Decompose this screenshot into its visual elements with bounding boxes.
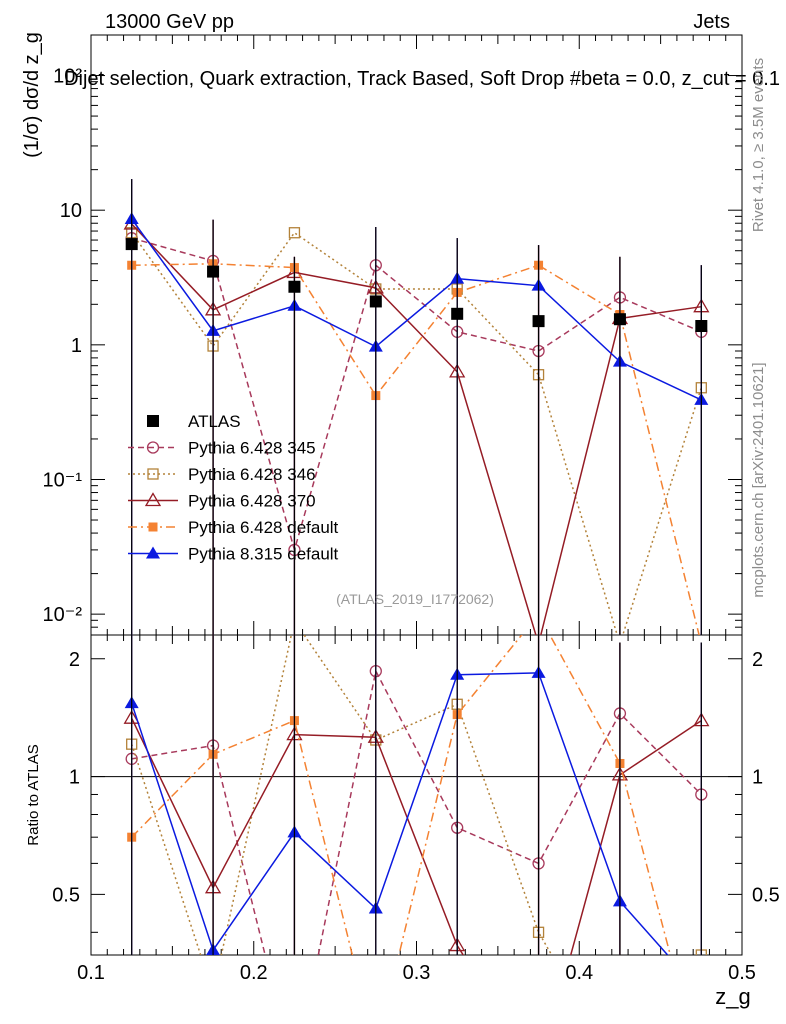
legend-label: Pythia 6.428 346 — [188, 465, 316, 484]
marker — [125, 238, 138, 251]
ratio-y-tick-label-right: 0.5 — [752, 884, 780, 906]
x-tick-label: 0.5 — [728, 962, 756, 984]
legend-item-p345: Pythia 6.428 345 — [128, 439, 316, 458]
ratio-y-tick-label: 1 — [69, 767, 80, 789]
marker — [146, 546, 160, 559]
main-y-tick-label: 1 — [71, 335, 82, 357]
energy-label: 13000 GeV pp — [105, 11, 234, 33]
legend-label: Pythia 6.428 345 — [188, 439, 316, 458]
ratio-y-axis-label: Ratio to ATLAS — [25, 744, 42, 845]
legend: ATLAS Pythia 6.428 345 Pythia 6.428 346 Pyt… — [128, 412, 339, 564]
ratio-y-tick-labels: 0.5 0.5 1 1 2 2 — [52, 649, 780, 907]
marker — [147, 468, 159, 480]
series-line — [131, 218, 702, 401]
series-line — [131, 223, 702, 635]
main-y-axis-label: (1/σ) dσ/d z_g — [21, 32, 43, 158]
category-label: Jets — [693, 11, 730, 33]
marker — [451, 307, 464, 320]
marker — [147, 415, 159, 427]
series-line — [131, 231, 703, 635]
legend-label: Pythia 8.315 default — [188, 545, 339, 564]
legend-label: Pythia 6.428 default — [188, 518, 339, 537]
x-tick-label: 0.3 — [403, 962, 431, 984]
series-line — [131, 263, 700, 635]
plot-title: Dijet selection, Quark extraction, Track… — [64, 68, 780, 90]
main-y-tick-label: 10 — [60, 200, 82, 222]
x-tick-label: 0.2 — [240, 962, 268, 984]
ratio-y-tick-label-right: 1 — [752, 767, 763, 789]
ratio-series-layer — [123, 635, 710, 955]
legend-item-atlas: ATLAS — [147, 412, 241, 431]
legend-item-p346: Pythia 6.428 346 — [128, 465, 316, 484]
legend-item-p8: Pythia 8.315 default — [128, 545, 339, 564]
marker — [613, 313, 626, 326]
marker — [148, 522, 158, 532]
x-tick-label: 0.1 — [77, 962, 105, 984]
ratio-y-tick-label: 0.5 — [52, 884, 80, 906]
marker — [369, 295, 382, 308]
marker — [207, 265, 220, 278]
main-y-tick-label: 10² — [53, 66, 82, 88]
ratio-line — [131, 717, 702, 955]
series-atlas — [125, 179, 708, 635]
legend-item-p370: Pythia 6.428 370 — [128, 492, 316, 511]
marker — [146, 441, 160, 454]
marker — [288, 227, 301, 239]
x-axis-label: z_g — [715, 984, 750, 1009]
x-tick-label: 0.4 — [565, 962, 593, 984]
series-p8 — [124, 179, 709, 635]
marker — [288, 280, 301, 293]
rivet-version-label: Rivet 4.1.0, ≥ 3.5M events — [750, 58, 767, 232]
legend-label: Pythia 6.428 370 — [188, 492, 316, 511]
mcplots-label: mcplots.cern.ch [arXiv:2401.10621] — [750, 362, 767, 597]
main-series-layer — [123, 179, 710, 635]
ratio-plot-frame — [90, 634, 743, 956]
ratio-line — [130, 672, 669, 955]
ratio-y-tick-label: 2 — [69, 649, 80, 671]
ratio-line — [131, 635, 672, 955]
ratio-series-atlas — [131, 635, 702, 955]
marker — [144, 492, 162, 507]
main-y-tick-label: 10⁻² — [43, 604, 83, 626]
ratio-series-p370 — [123, 635, 710, 955]
legend-label: ATLAS — [188, 412, 241, 431]
main-y-tick-label: 10⁻¹ — [43, 469, 83, 491]
analysis-id-label: (ATLAS_2019_I1772062) — [336, 591, 494, 607]
legend-item-p6def: Pythia 6.428 default — [128, 518, 339, 537]
main-y-tick-labels: 10⁻² 10⁻¹ 1 10 10² — [43, 66, 83, 627]
marker — [695, 320, 708, 333]
axis-ticks — [90, 34, 743, 955]
ratio-y-tick-label-right: 2 — [752, 649, 763, 671]
marker — [532, 315, 545, 328]
x-tick-labels: 0.1 0.2 0.3 0.4 0.5 — [77, 962, 756, 984]
